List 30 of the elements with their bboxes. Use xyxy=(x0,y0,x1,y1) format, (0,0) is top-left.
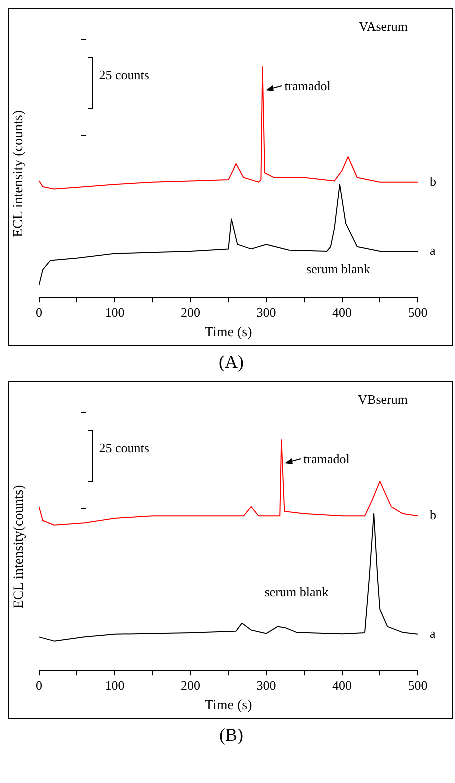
x-tick-label: 100 xyxy=(105,678,125,693)
x-tick-label: 200 xyxy=(181,304,200,320)
annotation: tramadol xyxy=(304,452,350,467)
annotation: serum blank xyxy=(264,584,330,600)
x-tick-label: 200 xyxy=(181,678,200,693)
series-label: a xyxy=(430,626,436,641)
annotation: tramadol xyxy=(284,78,332,94)
x-tick-label: 300 xyxy=(256,678,276,693)
text: VAserum xyxy=(359,18,408,34)
y-axis-title: ECL intensity(counts) xyxy=(12,485,28,609)
text: (B) xyxy=(218,725,244,746)
series-label: a xyxy=(430,242,436,258)
annotation: 25 counts xyxy=(99,440,150,456)
y-axis-title: ECL intensity (counts) xyxy=(12,110,28,238)
x-tick-label: 500 xyxy=(408,678,428,693)
x-tick-label: 0 xyxy=(36,304,42,320)
x-tick-label: 400 xyxy=(332,304,352,320)
series-label: b xyxy=(430,508,436,523)
text: (A) xyxy=(218,352,245,373)
series-label: b xyxy=(430,174,436,189)
x-tick-label: 300 xyxy=(256,304,276,320)
annotation: 25 counts xyxy=(99,67,150,82)
x-axis-title: Time (s) xyxy=(204,698,253,714)
x-tick-label: 0 xyxy=(36,678,42,693)
annotation: serum blank xyxy=(306,261,371,276)
x-tick-label: 100 xyxy=(105,304,125,320)
text: VBserum xyxy=(358,392,408,407)
x-tick-label: 400 xyxy=(332,678,352,693)
x-tick-label: 500 xyxy=(408,304,428,320)
x-axis-title: Time (s) xyxy=(204,325,253,340)
